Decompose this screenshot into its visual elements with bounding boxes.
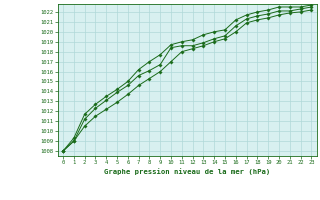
- X-axis label: Graphe pression niveau de la mer (hPa): Graphe pression niveau de la mer (hPa): [104, 168, 270, 175]
